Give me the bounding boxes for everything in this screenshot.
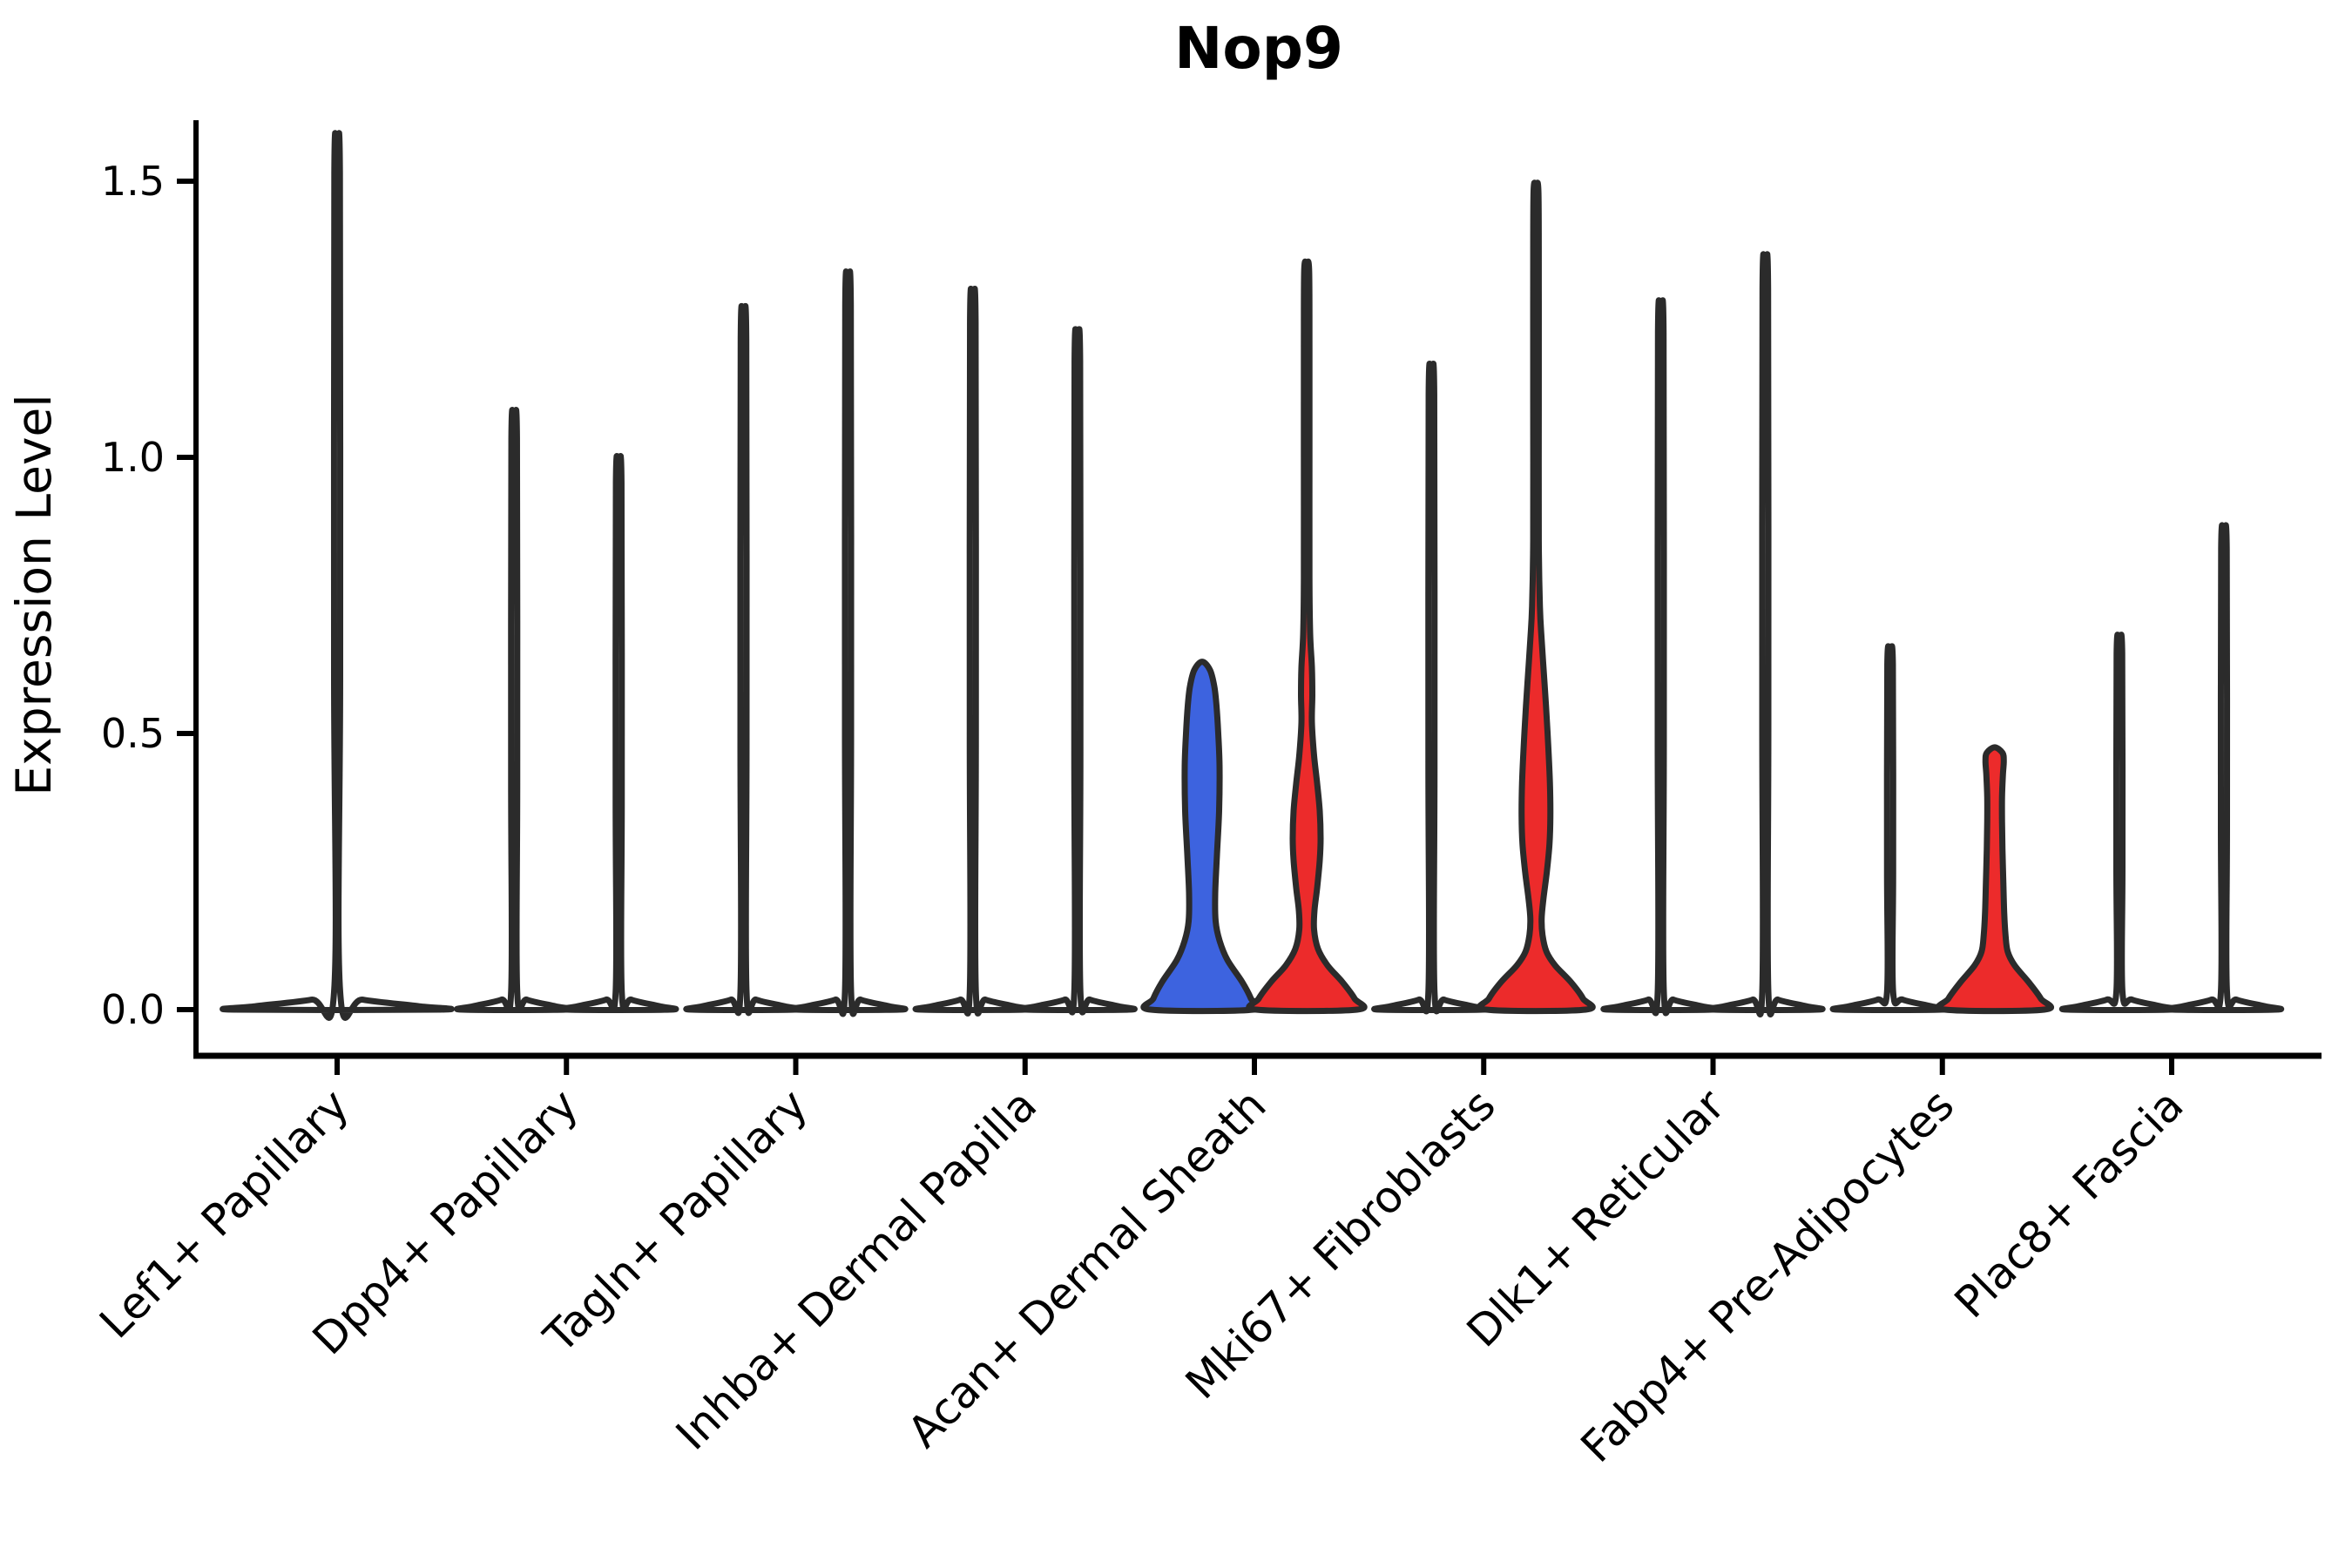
violin-tagln-papillary-left	[683, 302, 804, 1017]
violin-plac8-fascia-right	[2163, 522, 2285, 1013]
violin-dlk1-reticular-left	[1600, 297, 1721, 1017]
violin-dpp4-papillary-right	[558, 453, 679, 1013]
y-tick-label-0.0: 0.0	[101, 986, 165, 1033]
x-tick-label-plac8-fascia: Plac8+ Fascia	[1945, 1079, 2193, 1328]
violin-lef1-papillary-center	[220, 130, 455, 1021]
violin-fabp4-pre-adipocytes-left	[1829, 643, 1950, 1013]
x-tick-label-lef1-papillary: Lef1+ Papillary	[90, 1079, 358, 1348]
chart-title: Nop9	[1174, 15, 1343, 82]
violin-mki67-fibroblasts-left	[1371, 361, 1492, 1015]
x-tick-label-fabp4-pre-adipocytes: Fabp4+ Pre-Adipocytes	[1571, 1079, 1964, 1472]
y-tick-label-1.5: 1.5	[101, 158, 165, 205]
y-tick-label-1.0: 1.0	[101, 434, 165, 481]
y-tick-label-0.5: 0.5	[101, 710, 165, 757]
y-axis: 0.0 0.5 1.0 1.5	[101, 120, 199, 1058]
violins-layer	[220, 130, 2285, 1021]
violin-mki67-fibroblasts-right	[1476, 179, 1596, 1015]
y-axis-label: Expression Level	[6, 394, 62, 795]
violin-tagln-papillary-right	[787, 268, 909, 1017]
violin-plac8-fascia-left	[2058, 632, 2180, 1013]
violin-dpp4-papillary-left	[454, 407, 575, 1013]
violin-acan-dermal-sheath-right	[1246, 258, 1368, 1015]
violin-fabp4-pre-adipocytes-right	[1935, 744, 2054, 1015]
violin-inhba-dermal-papilla-left	[912, 286, 1033, 1017]
violin-inhba-dermal-papilla-right	[1017, 326, 1138, 1016]
violin-acan-dermal-sheath-left	[1140, 659, 1264, 1015]
violin-dlk1-reticular-right	[1705, 251, 1826, 1017]
